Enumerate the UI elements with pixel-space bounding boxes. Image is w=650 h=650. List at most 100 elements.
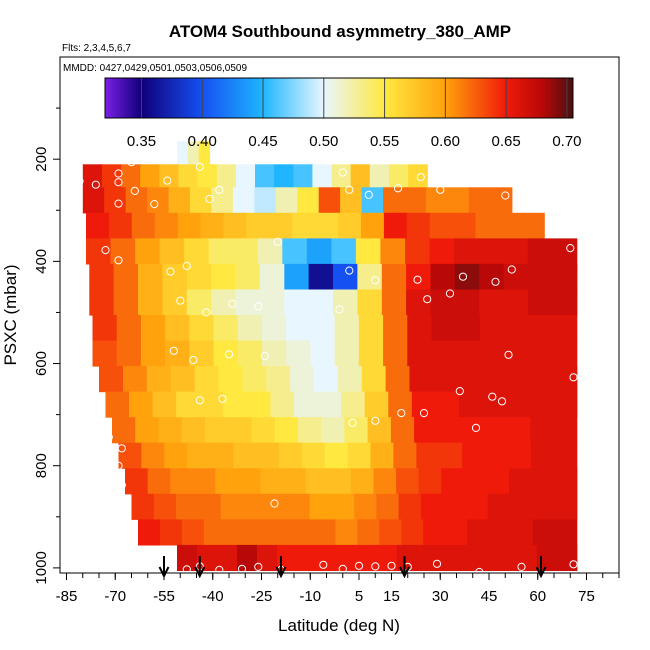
heat-cell [407, 315, 433, 342]
heat-cell [189, 315, 215, 342]
heat-cell [433, 366, 458, 393]
heat-cell [246, 391, 272, 418]
heat-cell [388, 391, 413, 418]
heat-cell [334, 340, 360, 367]
heat-cell [509, 468, 533, 495]
heat-cell [138, 263, 163, 290]
heat-cell [445, 519, 468, 546]
observation-point [104, 433, 113, 442]
observation-point [117, 481, 126, 490]
observation-point [364, 190, 373, 199]
heat-cell [504, 315, 529, 342]
heat-cell [390, 417, 415, 444]
heat-cell [418, 468, 442, 495]
heat-cell [405, 238, 431, 265]
observation-point [195, 162, 204, 171]
heat-cell [152, 391, 177, 418]
heat-cell [228, 417, 252, 444]
heat-cell [331, 493, 355, 520]
heat-cell [170, 468, 194, 495]
colorbar-tick-label: 0.70 [552, 133, 581, 150]
heat-cell [290, 366, 315, 393]
heat-cell [483, 417, 508, 444]
heat-cell [552, 340, 578, 367]
heat-cell [479, 340, 505, 367]
observation-point [497, 397, 507, 406]
x-tick-label: 60 [529, 588, 546, 605]
observation-point [488, 392, 497, 401]
heat-cell [504, 340, 529, 367]
heat-cell [154, 212, 179, 239]
heat-cell [398, 493, 422, 520]
heat-cell [260, 468, 284, 495]
heat-cell [552, 263, 578, 290]
heat-cell [197, 164, 218, 188]
heat-cell [527, 238, 553, 265]
heat-cell [344, 417, 369, 444]
heat-cell [336, 544, 358, 571]
heat-cell [220, 493, 244, 520]
observation-point [335, 305, 344, 314]
heat-cell [306, 238, 332, 265]
heat-cell [181, 417, 206, 444]
heat-cell [439, 442, 463, 469]
x-tick-label: -70 [104, 588, 126, 605]
heat-cell [286, 315, 311, 342]
heat-cell [210, 442, 234, 469]
heat-cell [338, 212, 362, 239]
heat-cell [104, 187, 127, 214]
heat-cell [125, 187, 148, 214]
heat-cell [532, 493, 556, 520]
observation-point [371, 276, 380, 285]
heat-cell [159, 238, 185, 265]
observation-point [114, 169, 123, 178]
observation-point [228, 299, 237, 308]
observation-point [569, 373, 578, 382]
heat-cell [489, 519, 512, 546]
observation-point [205, 194, 214, 204]
heat-cell [553, 391, 578, 418]
heat-cell [216, 164, 237, 188]
heat-cell [211, 289, 237, 316]
heat-cell [86, 238, 112, 265]
observation-point [475, 567, 484, 577]
heat-cell [165, 340, 190, 367]
heat-cell [186, 263, 212, 290]
heat-cell [331, 238, 357, 265]
heat-cell [530, 442, 555, 469]
heat-cell [530, 417, 555, 444]
heat-cell [99, 366, 124, 393]
heat-cell [376, 493, 400, 520]
heat-cell [506, 391, 531, 418]
heat-cell [334, 315, 360, 342]
heat-cell [278, 442, 303, 469]
y-tick-label: 400 [33, 249, 50, 274]
heat-cell [82, 164, 103, 188]
heat-cell [455, 315, 481, 342]
observation-point [413, 275, 422, 284]
heat-cell [254, 187, 277, 214]
heat-cell [383, 187, 406, 214]
heat-cell [416, 442, 440, 469]
heat-cell [357, 263, 383, 290]
heat-cell [467, 519, 490, 546]
heat-cell [122, 366, 148, 393]
heat-cell [233, 238, 259, 265]
heat-cell [153, 493, 177, 520]
x-tick-label: 15 [383, 588, 400, 605]
observation-point [195, 396, 204, 405]
heat-cell [529, 391, 554, 418]
heat-cell [458, 391, 484, 418]
observation-point [345, 185, 354, 194]
heat-cell [411, 391, 436, 418]
x-tick-label: 5 [355, 588, 363, 605]
flight-arrow [275, 556, 287, 579]
heat-cell [441, 468, 465, 495]
heat-cell [367, 417, 392, 444]
heat-cell [308, 263, 334, 290]
heat-cell [257, 544, 278, 571]
heat-cell [131, 212, 156, 239]
heat-cell [554, 519, 578, 546]
heat-cell [350, 164, 371, 188]
